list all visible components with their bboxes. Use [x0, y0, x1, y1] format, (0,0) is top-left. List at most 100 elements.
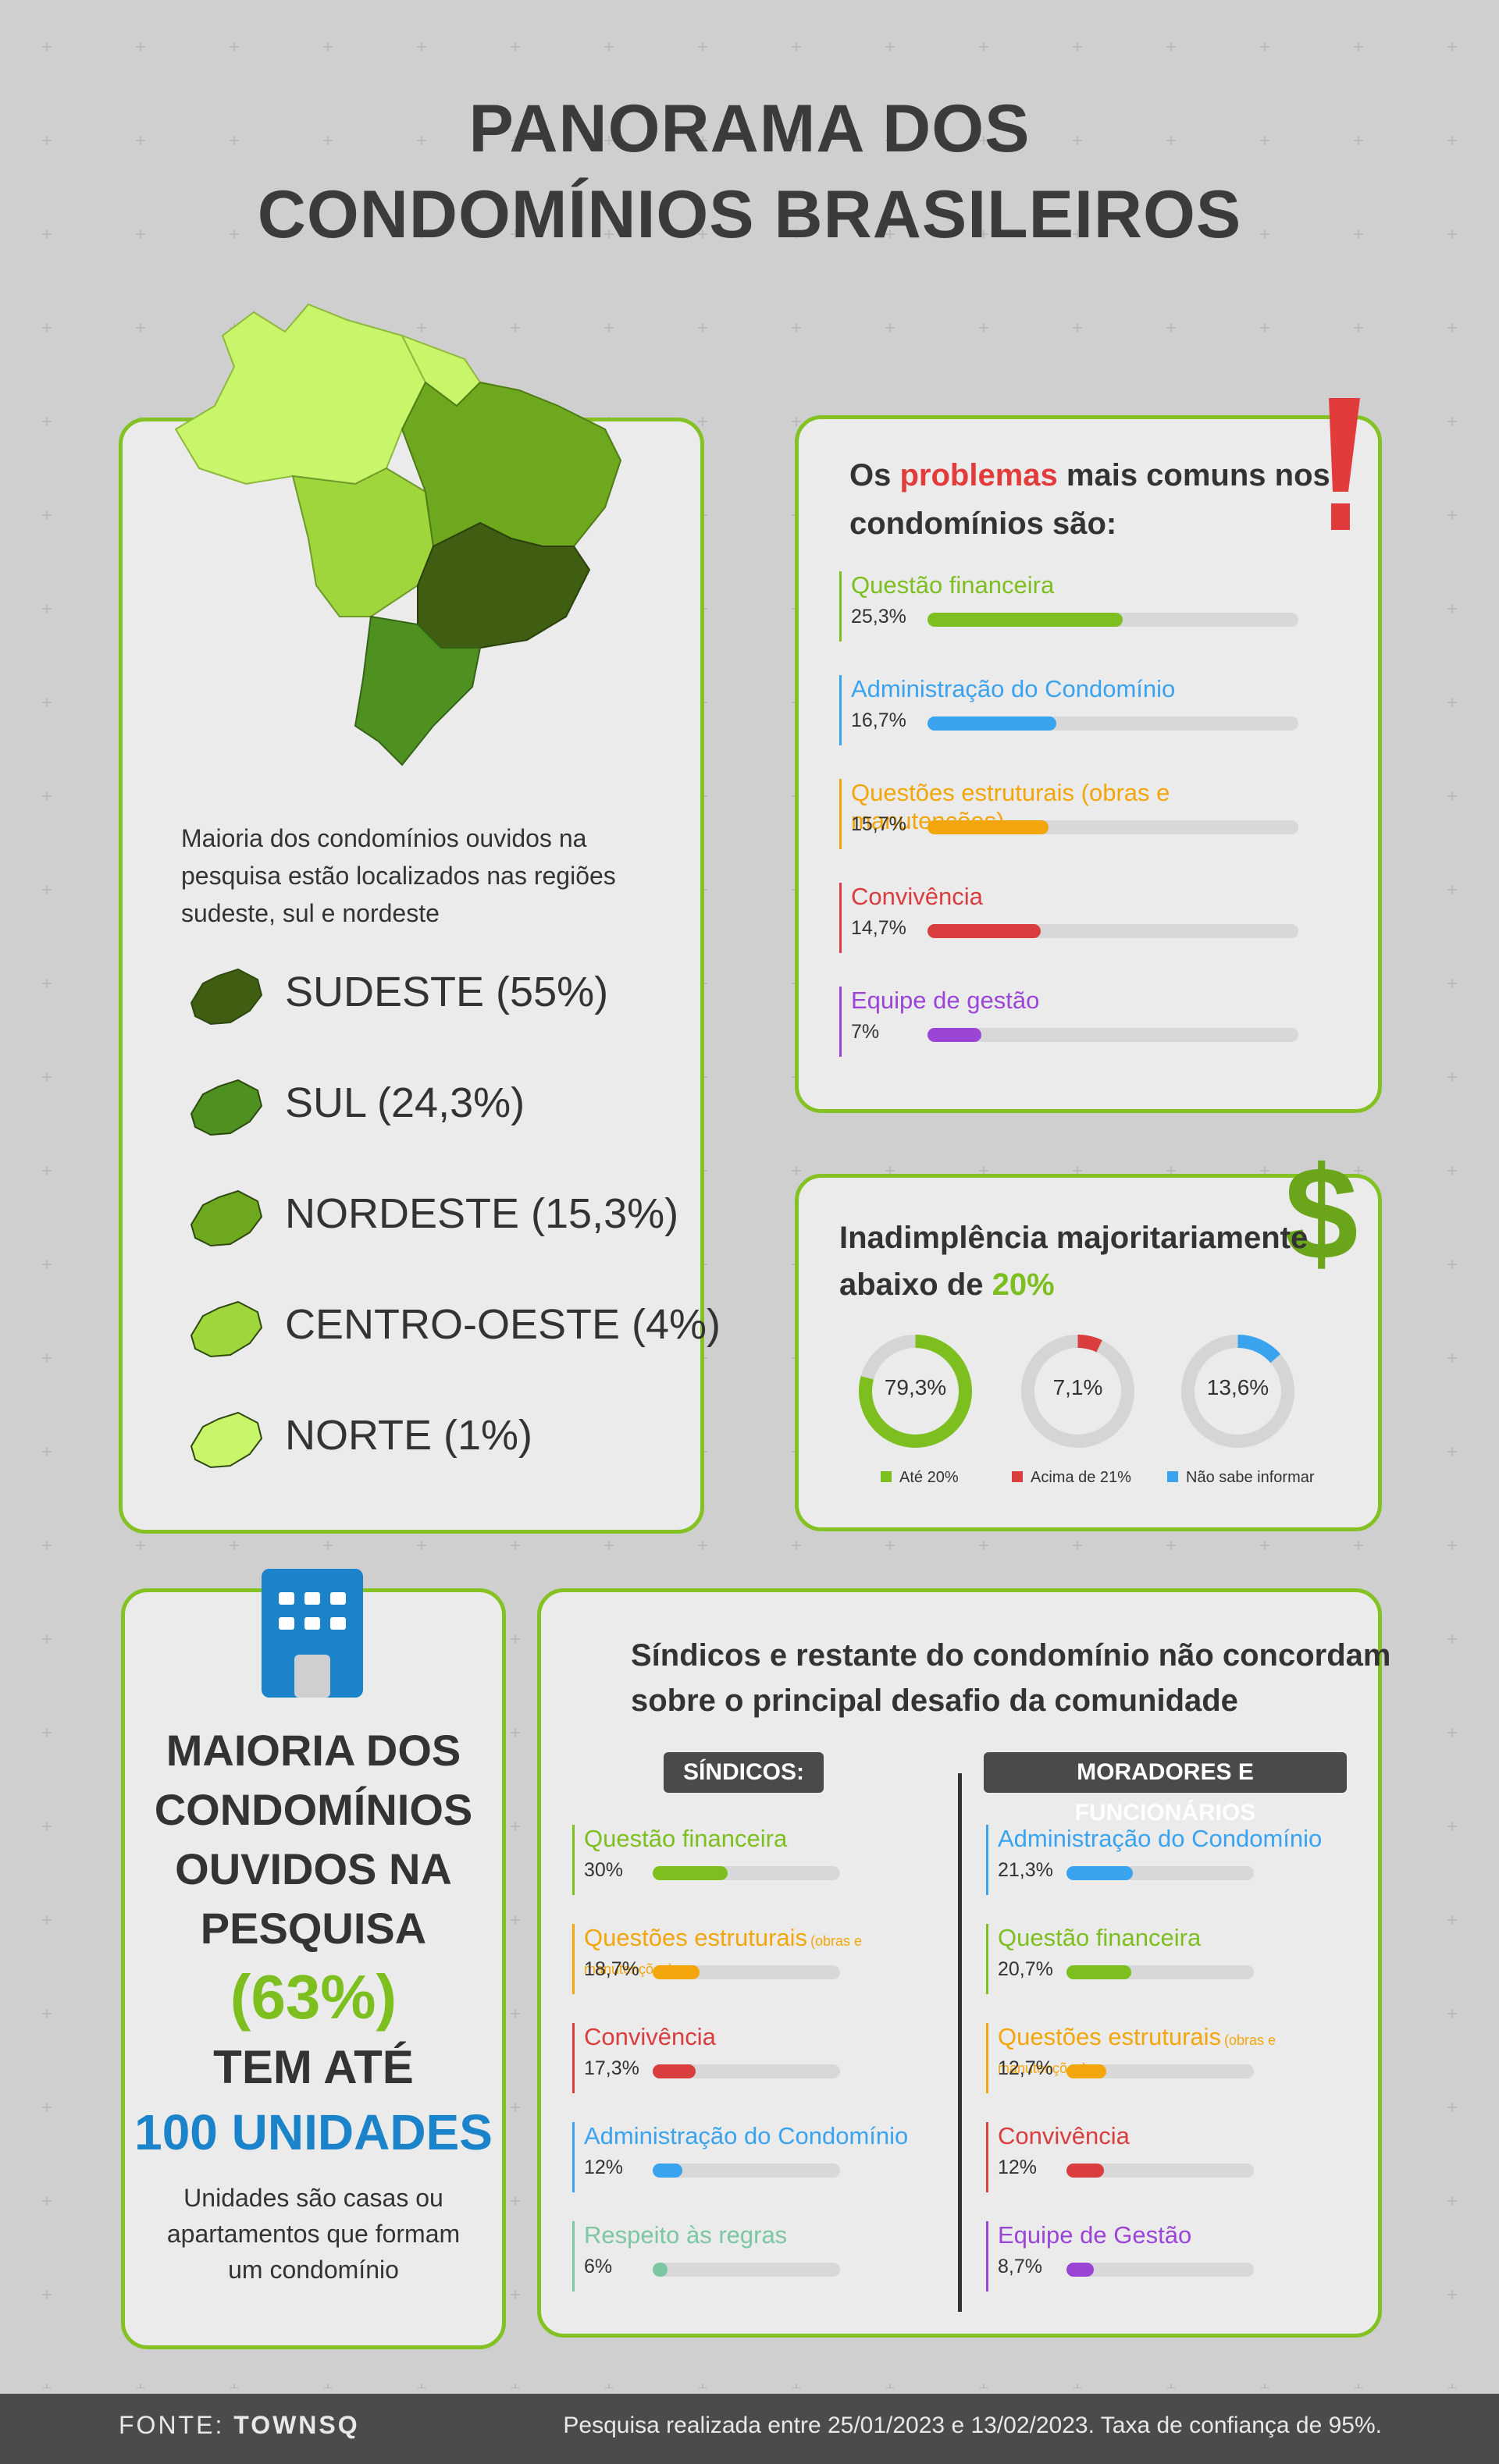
footer-note: Pesquisa realizada entre 25/01/2023 e 13… — [563, 2412, 1382, 2438]
region-map-icon — [190, 1079, 263, 1136]
bar-fill — [928, 820, 1049, 834]
bar-track — [928, 820, 1298, 834]
footer-source: FONTE: TOWNSQ — [119, 2411, 360, 2439]
bar-value: 12% — [584, 2156, 624, 2178]
donut-arc — [859, 1335, 972, 1448]
inadimplencia-title: Inadimplência majoritariamente abaixo de… — [839, 1221, 1309, 1302]
bar-track — [1066, 2263, 1254, 2277]
bar-item: Equipe de gestão 7% — [839, 987, 1310, 1057]
problems-title: Os problemas mais comuns nos condomínios… — [849, 458, 1330, 541]
title-line-1: PANORAMA DOS — [468, 91, 1031, 166]
bar-track — [928, 613, 1298, 627]
region-label: NORTE (1%) — [285, 1412, 533, 1459]
bar-label: Respeito às regras — [584, 2221, 788, 2249]
bar-label: Administração do Condomínio — [851, 675, 1176, 702]
units-line-3: OUVIDOS NA — [175, 1844, 452, 1893]
bar-value: 17,3% — [584, 2057, 639, 2079]
donut-chart — [1021, 1335, 1134, 1448]
legend-swatch — [881, 1471, 892, 1482]
bar-value: 7% — [851, 1021, 880, 1043]
bar-value: 14,7% — [851, 917, 906, 939]
bar-track — [653, 1965, 840, 1979]
bar-item: Convivência 12% — [986, 2122, 1348, 2192]
bar-fill — [653, 2263, 668, 2277]
dollar-icon: $ — [1284, 1140, 1358, 1288]
bar-fill — [928, 924, 1041, 938]
bar-label: Questões estruturais (obras e manutenções… — [998, 2023, 1276, 2076]
donut-legend: Não sabe informar — [1167, 1469, 1315, 1487]
bar-track — [653, 2263, 840, 2277]
legend-swatch — [1167, 1471, 1178, 1482]
bar-fill — [653, 1866, 728, 1880]
bar-track — [1066, 2064, 1254, 2078]
units-highlight: (63%) — [230, 1962, 397, 2032]
bar-label: Convivência — [584, 2023, 716, 2050]
region-label: CENTRO-OESTE (4%) — [285, 1301, 721, 1348]
sindicos-list: Questão financeira 30% Questões estruturai… — [572, 1825, 939, 2324]
bar-track — [1066, 1866, 1254, 1880]
footer: FONTE: TOWNSQ Pesquisa realizada entre 2… — [0, 2394, 1499, 2464]
title-line-2: CONDOMÍNIOS BRASILEIROS — [257, 177, 1242, 252]
donut-arc — [1021, 1335, 1134, 1448]
bar-fill — [1066, 1866, 1134, 1880]
units-note-1: Unidades são casas ou — [183, 2184, 443, 2212]
units-line-after: TEM ATÉ — [213, 2041, 414, 2093]
bar-label: Questões estruturais (obras e manutençõe… — [851, 779, 1170, 834]
inadimplencia-highlight: 20% — [992, 1268, 1055, 1302]
bar-track — [653, 2164, 840, 2178]
bar-value: 21,3% — [998, 1859, 1053, 1881]
donut-value: 7,1% — [1052, 1375, 1103, 1399]
legend-swatch — [1012, 1471, 1023, 1482]
bar-label: Administração do Condomínio — [584, 2122, 909, 2149]
bar-item: Questões estruturais (obras e manutenções… — [986, 2023, 1348, 2093]
bar-value: 12% — [998, 2156, 1038, 2178]
bar-value: 8,7% — [998, 2256, 1042, 2277]
bar-value: 15,7% — [851, 813, 906, 835]
units-line-1: MAIORIA DOS — [166, 1726, 461, 1775]
bar-label: Convivência — [851, 883, 983, 910]
region-map-icon — [190, 1189, 263, 1247]
bar-label: Equipe de gestão — [851, 987, 1040, 1014]
units-blue: 100 UNIDADES — [134, 2104, 493, 2160]
bar-item: Administração do Condomínio 16,7% — [839, 675, 1310, 745]
bar-item: Convivência 17,3% — [572, 2023, 934, 2093]
region-label: NORDESTE (15,3%) — [285, 1190, 679, 1237]
donut-arc — [1181, 1335, 1294, 1448]
bar-fill — [1066, 2164, 1104, 2178]
bar-value: 6% — [584, 2256, 613, 2277]
donut-value: 79,3% — [884, 1375, 947, 1399]
units-line-4: PESQUISA — [200, 1904, 427, 1953]
bar-fill — [928, 716, 1057, 731]
bar-label: Administração do Condomínio — [998, 1825, 1323, 1852]
problems-highlight: problemas — [899, 458, 1058, 492]
bar-label: Equipe de Gestão — [998, 2221, 1192, 2249]
region-label: SUDESTE (55%) — [285, 969, 609, 1015]
bar-item: Administração do Condomínio 21,3% — [986, 1825, 1348, 1895]
disagree-title: Síndicos e restante do condomínio não co… — [631, 1638, 1391, 1718]
bar-track — [653, 1866, 840, 1880]
bar-fill — [928, 613, 1123, 627]
bar-fill — [1066, 1965, 1131, 1979]
page-title: PANORAMA DOS CONDOMÍNIOS BRASILEIROS — [0, 86, 1499, 258]
problems-card — [795, 415, 1382, 1113]
bar-track — [1066, 2164, 1254, 2178]
bar-track — [928, 1028, 1298, 1042]
exclamation-icon — [1305, 390, 1368, 539]
column-divider — [958, 1773, 962, 2312]
bar-fill — [928, 1028, 982, 1042]
bar-fill — [1066, 2064, 1106, 2078]
bar-item: Convivência 14,7% — [839, 883, 1310, 953]
sindicos-header: SÍNDICOS: — [664, 1752, 824, 1793]
bar-item: Questão financeira 25,3% — [839, 571, 1310, 642]
bar-value: 12,7% — [998, 2057, 1053, 2079]
bar-value: 25,3% — [851, 606, 906, 628]
bar-fill — [1066, 2263, 1094, 2277]
region-map-icon — [190, 968, 263, 1026]
bar-value: 18,7% — [584, 1958, 639, 1980]
bar-fill — [653, 2164, 683, 2178]
bar-item: Administração do Condomínio 12% — [572, 2122, 934, 2192]
bar-item: Questões estruturais (obras e manutençõe… — [839, 779, 1310, 849]
bar-fill — [653, 2064, 696, 2078]
units-note-3: um condomínio — [228, 2256, 399, 2284]
footer-source-name: TOWNSQ — [233, 2411, 360, 2439]
